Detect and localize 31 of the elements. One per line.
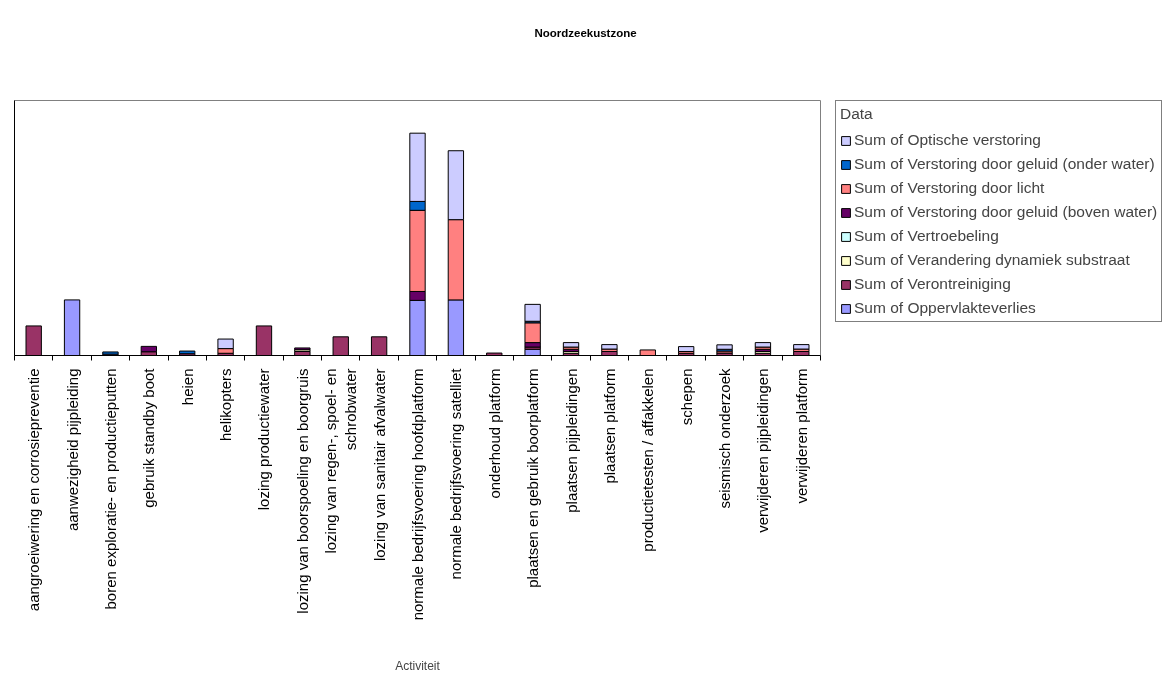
x-tick-label: aangroeiwering en corrosiepreventie <box>25 368 43 612</box>
legend-label: Sum of Verstoring door licht <box>854 179 1045 197</box>
x-tick-label: helikopters <box>217 368 235 442</box>
x-tick-label: lozing productiewater <box>255 368 273 511</box>
x-tick-label: gebruik standby boot <box>140 367 158 508</box>
x-tick-label: normale bedrijfsvoering satelliet <box>447 367 465 580</box>
legend-label: Sum of Vertroebeling <box>854 227 999 245</box>
legend-title: Data <box>840 105 874 123</box>
x-tick-label: schepen <box>677 368 695 426</box>
x-tick-label: aanwezigheid pijpleiding <box>63 368 81 532</box>
legend-label: Sum of Verandering dynamiek substraat <box>854 251 1130 269</box>
legend-label: Sum of Verstoring door geluid (boven water) <box>854 203 1158 221</box>
x-tick-label: lozing van boorspoeling en boorgruis <box>293 368 311 614</box>
legend-label: Sum of Verontreiniging <box>854 275 1011 293</box>
x-tick-label: onderhoud platform <box>485 368 503 499</box>
x-tick-label: heien <box>178 368 196 406</box>
x-tick-label: seismisch onderzoek <box>716 368 734 509</box>
x-tick-label: verwijderen platform <box>792 368 810 504</box>
chart-title: Noordzeekustzone <box>534 26 637 41</box>
x-tick-label: normale bedrijfsvoering hoofdplatform <box>409 368 426 621</box>
x-tick-label: plaatsen platform <box>600 368 618 484</box>
x-tick-label: verwijderen pijpleidingen <box>754 368 772 533</box>
x-tick-label: plaatsen pijpleidingen <box>562 368 580 513</box>
x-tick-label: productietesten / affakkelen <box>639 368 657 552</box>
x-tick-label: plaatsen en gebruik boorplatform <box>524 368 542 588</box>
x-axis-title: Activiteit <box>395 659 441 674</box>
legend-label: Sum of Verstoring door geluid (onder water) <box>854 155 1155 173</box>
x-tick-label: boren exploratie- en productieputten <box>101 368 119 610</box>
legend-label: Sum of Oppervlakteverlies <box>854 299 1036 317</box>
x-tick-label: lozing van sanitair afvalwater <box>370 368 388 562</box>
legend-label: Sum of Optische verstoring <box>854 131 1041 149</box>
